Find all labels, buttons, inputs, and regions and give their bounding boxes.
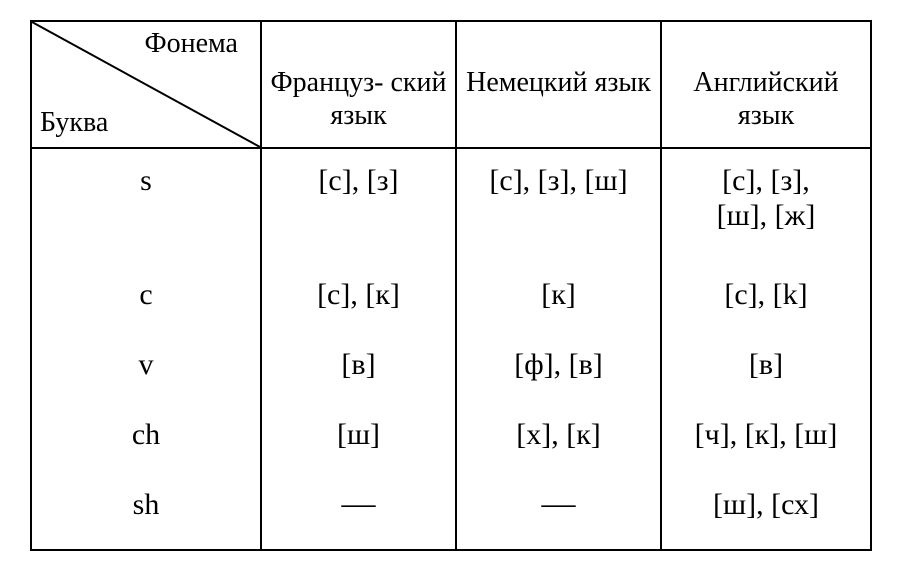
table-header-row: Фонема Буква Француз- ский язык Немецкий… [31, 21, 871, 148]
column-header-label: Английский язык [662, 66, 870, 132]
cell-value: [в] [262, 347, 455, 382]
cell-value: [к] [457, 277, 660, 312]
cell-value: [ф], [в] [457, 347, 660, 382]
row-label: ch [32, 417, 260, 452]
english-column: [с], [з], [ш], [ж] [с], [k] [в] [ч], [к]… [661, 148, 871, 550]
row-label: sh [32, 487, 260, 522]
diagonal-top-label: Фонема [145, 28, 239, 60]
column-header-french: Француз- ский язык [261, 21, 456, 148]
row-label: v [32, 347, 260, 382]
cell-value: — [262, 487, 455, 521]
cell-value: [ш] [262, 417, 455, 452]
column-header-label: Немецкий язык [457, 66, 660, 99]
cell-value: [с], [з], [ш], [ж] [662, 163, 870, 234]
cell-value: [с], [к] [262, 277, 455, 312]
table-body-row: s c v ch sh [с], [з] [с], [к] [в] [ш] — … [31, 148, 871, 550]
cell-value: — [457, 487, 660, 521]
cell-value: [с], [з] [262, 163, 455, 198]
cell-value: [в] [662, 347, 870, 382]
cell-value: [с], [k] [662, 277, 870, 312]
german-column: [с], [з], [ш] [к] [ф], [в] [х], [к] — [456, 148, 661, 550]
phoneme-table: Фонема Буква Француз- ский язык Немецкий… [30, 20, 872, 551]
cell-value: [с], [з], [ш] [457, 163, 660, 198]
cell-value: [ч], [к], [ш] [662, 417, 870, 452]
french-column: [с], [з] [с], [к] [в] [ш] — [261, 148, 456, 550]
row-label: c [32, 277, 260, 312]
column-header-english: Английский язык [661, 21, 871, 148]
letters-column: s c v ch sh [31, 148, 261, 550]
diagonal-bottom-label: Буква [40, 107, 108, 139]
column-header-label: Француз- ский язык [262, 66, 455, 132]
cell-value: [х], [к] [457, 417, 660, 452]
row-label: s [32, 163, 260, 198]
diagonal-header-cell: Фонема Буква [31, 21, 261, 148]
column-header-german: Немецкий язык [456, 21, 661, 148]
cell-value: [ш], [сх] [662, 487, 870, 522]
